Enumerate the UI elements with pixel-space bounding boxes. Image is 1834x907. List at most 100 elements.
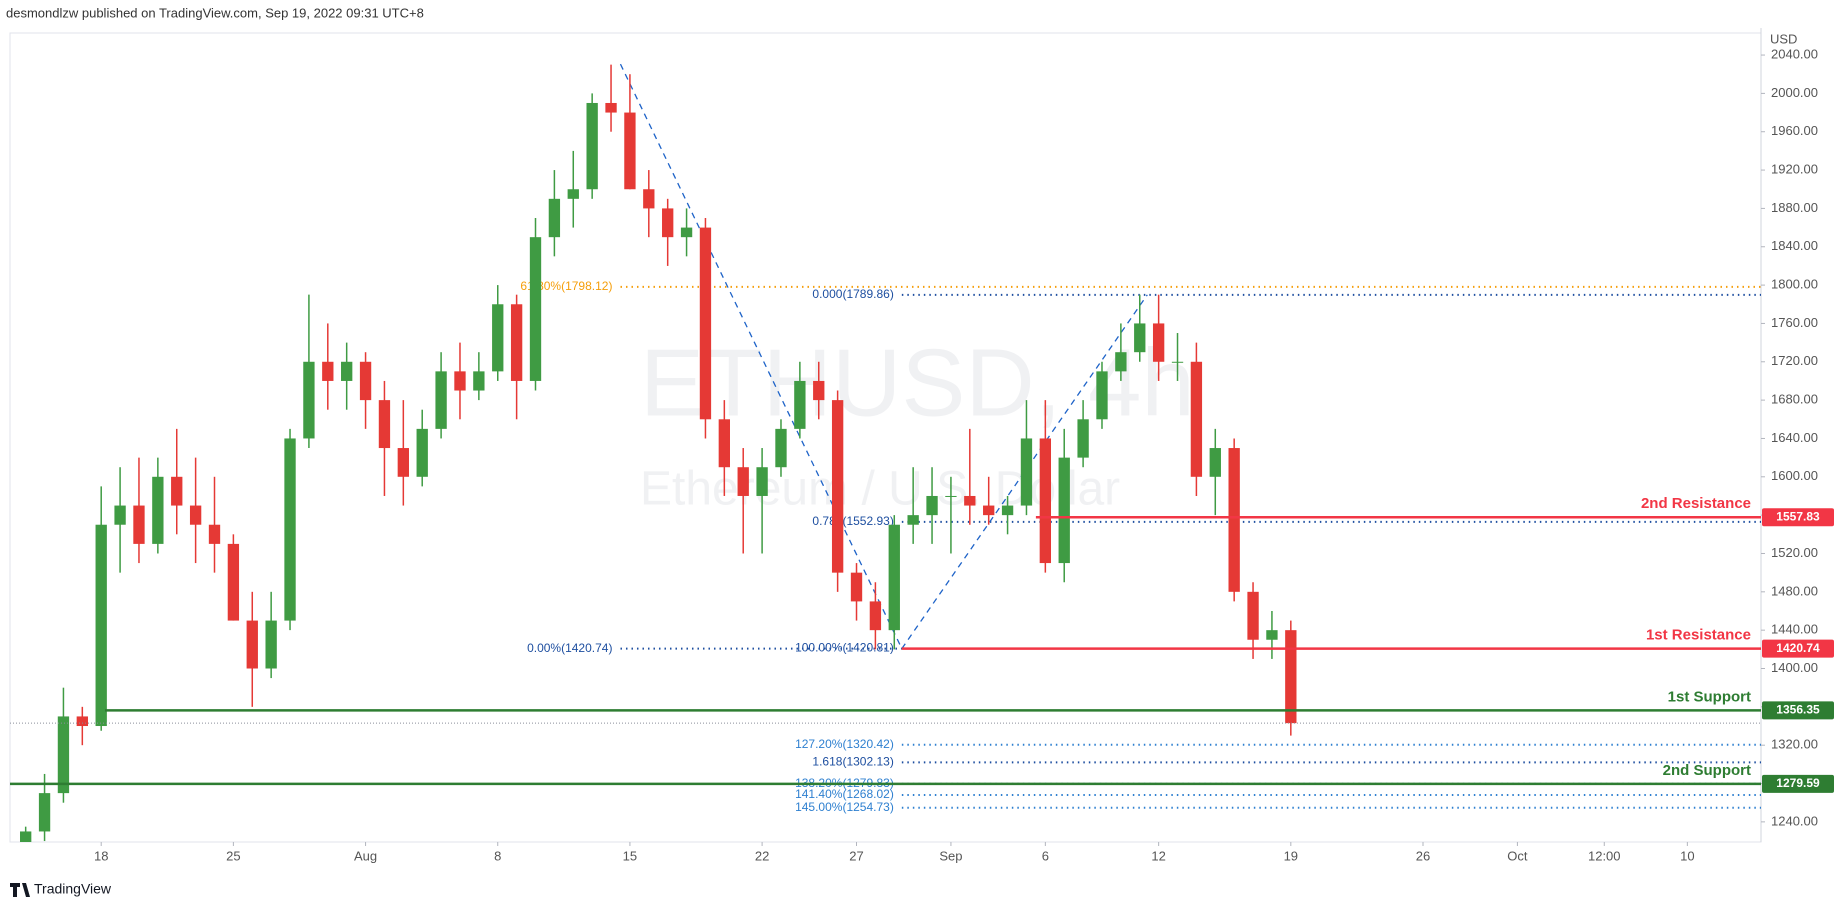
candle-body — [605, 102, 617, 113]
candle-body — [1228, 448, 1240, 592]
candle-body — [322, 361, 334, 381]
fib-label: 1.618(1302.13) — [812, 754, 893, 768]
candle-body — [341, 361, 353, 381]
x-tick-label: 12 — [1151, 848, 1165, 863]
candle-body — [20, 831, 32, 842]
y-tick-label: 1400.00 — [1771, 660, 1818, 675]
level-label: 2nd Resistance — [1641, 495, 1751, 512]
x-tick-label: Oct — [1507, 848, 1528, 863]
x-tick-label: Aug — [354, 848, 377, 863]
y-tick-label: 1960.00 — [1771, 123, 1818, 138]
candle-body — [152, 476, 164, 544]
level-value-box — [1762, 508, 1834, 527]
candle-body — [265, 620, 277, 669]
overlay: 1240.001280.001320.001360.001400.001440.… — [94, 46, 1834, 863]
candle-body — [95, 524, 107, 727]
candle-body — [473, 371, 485, 391]
x-tick-label: 15 — [623, 848, 637, 863]
y-tick-label: 1680.00 — [1771, 392, 1818, 407]
candle-body — [397, 448, 409, 477]
candle-body — [1058, 457, 1070, 564]
y-tick-label: 1320.00 — [1771, 737, 1818, 752]
fib-label: 141.40%(1268.02) — [795, 787, 894, 801]
candle-body — [756, 467, 768, 496]
level-value-box — [1762, 639, 1834, 658]
level-value: 1420.74 — [1776, 641, 1820, 655]
candle-body — [699, 227, 712, 420]
candle-body — [926, 495, 938, 516]
candle-body — [662, 208, 674, 238]
candle-body — [1001, 505, 1014, 516]
header: desmondlzw published on TradingView.com,… — [6, 5, 424, 20]
footer-logo — [10, 883, 30, 897]
candle-body — [813, 380, 825, 401]
candle-body — [1285, 630, 1297, 724]
candle-body — [1077, 419, 1089, 458]
y-tick-label: 1920.00 — [1771, 162, 1818, 177]
candle-body — [1039, 438, 1052, 564]
candle-body — [567, 189, 579, 199]
level-value: 1557.83 — [1776, 509, 1820, 523]
level-value: 1279.59 — [1776, 776, 1820, 790]
candle-body — [246, 620, 258, 669]
candle-body — [454, 371, 466, 391]
level-label: 1st Resistance — [1646, 627, 1751, 644]
candle-body — [831, 400, 844, 573]
candle-body — [1096, 371, 1108, 420]
candle-body — [1115, 352, 1127, 372]
x-tick-label: 6 — [1042, 848, 1049, 863]
candle-body — [529, 237, 542, 381]
candle-body — [227, 543, 240, 621]
candle-body — [983, 505, 995, 516]
candle-body — [510, 304, 523, 381]
candle-body — [888, 524, 900, 631]
x-tick-label: 12:00 — [1588, 848, 1621, 863]
fib-label: 127.20%(1320.42) — [795, 737, 894, 751]
candle-body — [718, 419, 731, 468]
level-value: 1356.35 — [1776, 703, 1820, 717]
y-tick-label: 1800.00 — [1771, 277, 1818, 292]
candle-body — [964, 495, 976, 506]
y-tick-label: 1880.00 — [1771, 200, 1818, 215]
x-tick-label: 19 — [1284, 848, 1298, 863]
x-tick-label: 8 — [494, 848, 501, 863]
y-tick-label: 2040.00 — [1771, 46, 1818, 61]
y-tick-label: 2000.00 — [1771, 85, 1818, 100]
x-tick-label: 18 — [94, 848, 108, 863]
candle-body — [794, 380, 806, 429]
y-tick-label: 1480.00 — [1771, 583, 1818, 598]
y-tick-label: 1720.00 — [1771, 353, 1818, 368]
y-tick-label: 1520.00 — [1771, 545, 1818, 560]
candle-body — [680, 227, 693, 238]
x-tick-label: 25 — [226, 848, 240, 863]
candle-body — [945, 495, 957, 497]
candle-body — [1190, 361, 1203, 477]
x-tick-label: 10 — [1680, 848, 1694, 863]
fib-label: 0.00%(1420.74) — [527, 641, 612, 655]
y-tick-label: 1440.00 — [1771, 622, 1818, 637]
fib-label: 61.80%(1798.12) — [520, 279, 612, 293]
candle-body — [76, 716, 88, 727]
y-tick-label: 1240.00 — [1771, 813, 1818, 828]
candle-body — [869, 601, 882, 631]
trendline — [619, 63, 903, 649]
level-label: 2nd Support — [1663, 762, 1751, 779]
candle-body — [1134, 323, 1146, 353]
candle-body — [850, 572, 863, 602]
x-tick-label: 27 — [849, 848, 863, 863]
x-tick-label: Sep — [939, 848, 962, 863]
level-value-box — [1762, 701, 1834, 720]
x-tick-label: 26 — [1416, 848, 1430, 863]
y-tick-label: 1840.00 — [1771, 238, 1818, 253]
candle-body — [1152, 323, 1165, 362]
candle-body — [133, 505, 145, 544]
candle-body — [208, 524, 221, 544]
candle-body — [624, 112, 636, 190]
fib-label: 0.000(1789.86) — [812, 287, 893, 301]
candle-body — [907, 515, 919, 525]
fib-label: 145.00%(1254.73) — [795, 800, 894, 814]
fib-label: 0.786(1552.93) — [812, 514, 893, 528]
candle-body — [643, 189, 655, 209]
candle-body — [416, 428, 428, 477]
